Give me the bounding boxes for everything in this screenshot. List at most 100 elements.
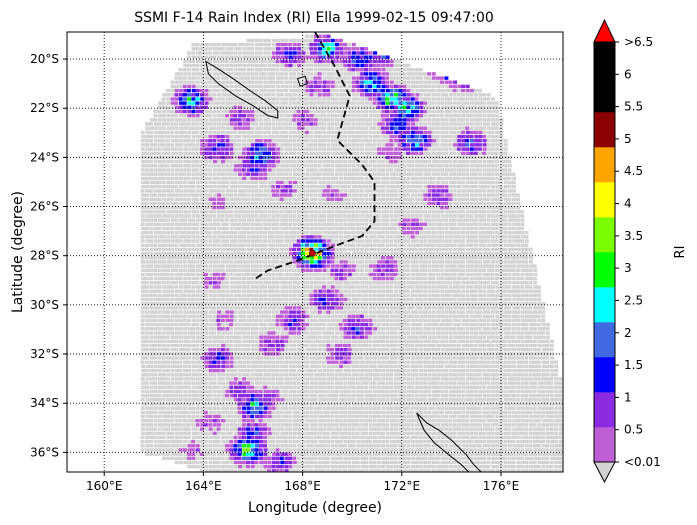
swath-pixel [149,143,154,147]
swath-pixel [162,251,167,256]
swath-pixel [339,185,344,189]
swath-pixel [359,176,364,181]
swath-pixel [280,226,285,231]
swath-pixel [499,193,504,197]
swath-pixel [293,172,297,176]
swath-pixel [377,281,381,285]
swath-pixel [170,226,175,231]
swath-pixel [440,130,445,135]
swath-pixel [271,130,276,135]
swath-pixel [491,306,496,310]
swath-pixel [280,210,284,214]
swath-pixel [495,176,500,181]
swath-pixel [267,235,272,239]
swath-pixel [254,210,259,214]
swath-pixel [187,281,192,285]
swath-pixel [524,297,529,302]
swath-pixel [418,193,423,197]
swath-pixel [237,143,242,147]
swath-pixel [330,276,335,281]
swath-pixel [187,180,192,185]
swath-pixel [263,189,268,193]
swath-pixel [238,180,243,185]
swath-pixel [217,172,221,176]
swath-pixel [390,331,394,335]
swath-pixel [212,293,217,298]
swath-pixel [203,318,208,323]
swath-pixel [200,51,204,55]
swath-pixel [238,130,243,135]
swath-pixel [233,231,238,235]
swath-pixel [305,93,310,97]
swath-pixel [360,180,365,185]
swath-pixel [478,214,483,218]
swath-pixel [258,84,263,89]
swath-pixel [461,172,466,176]
swath-pixel [461,176,466,181]
swath-pixel [166,201,170,206]
swath-pixel [435,264,440,268]
swath-pixel [491,243,496,247]
swath-pixel [279,243,284,247]
swath-pixel [457,118,462,122]
swath-pixel [271,42,276,47]
swath-pixel [364,130,369,135]
swath-pixel [191,289,196,293]
swath-pixel [414,318,419,323]
swath-pixel [414,84,419,89]
swath-pixel [512,222,517,226]
swath-pixel [145,322,150,327]
swath-pixel [339,226,344,231]
swath-pixel [292,185,297,189]
swath-pixel [436,335,441,339]
swath-pixel [415,322,420,327]
swath-pixel [330,339,335,343]
swath-pixel [183,168,188,172]
swath-pixel [254,38,259,43]
swath-pixel [157,243,162,247]
swath-pixel [402,164,407,168]
swath-pixel [418,318,423,323]
swath-pixel [545,327,550,331]
swath-pixel [465,260,470,264]
swath-pixel [478,289,482,293]
swath-pixel [376,322,381,327]
swath-pixel [208,63,213,68]
swath-pixel [157,214,162,218]
swath-pixel [541,322,546,327]
swath-pixel [161,134,166,139]
swath-pixel [204,68,209,72]
swath-pixel [178,239,183,243]
swath-pixel [297,176,302,181]
swath-pixel [389,306,394,310]
swath-pixel [284,93,289,97]
swath-pixel [204,122,209,126]
swath-pixel [246,302,250,306]
swath-pixel [318,281,323,285]
swath-pixel [199,193,204,197]
swath-pixel [208,243,213,247]
swath-pixel [427,84,432,89]
swath-pixel [398,201,403,206]
swath-pixel [478,97,483,101]
swath-pixel [495,180,500,185]
swath-pixel [267,185,272,189]
swath-pixel [267,322,272,327]
swath-pixel [423,80,428,84]
swath-pixel [284,214,288,218]
swath-pixel [406,310,411,314]
swath-pixel [410,164,415,168]
swath-pixel [364,139,369,143]
swath-pixel [356,243,361,247]
swath-pixel [174,164,179,168]
swath-pixel [364,289,369,293]
swath-pixel [330,72,335,76]
swath-pixel [317,322,322,327]
swath-pixel [452,226,457,231]
swath-pixel [339,239,344,243]
swath-pixel [288,239,293,243]
swath-pixel [161,201,166,206]
swath-pixel [419,314,424,318]
swath-pixel [296,201,301,206]
swath-pixel [368,114,373,118]
